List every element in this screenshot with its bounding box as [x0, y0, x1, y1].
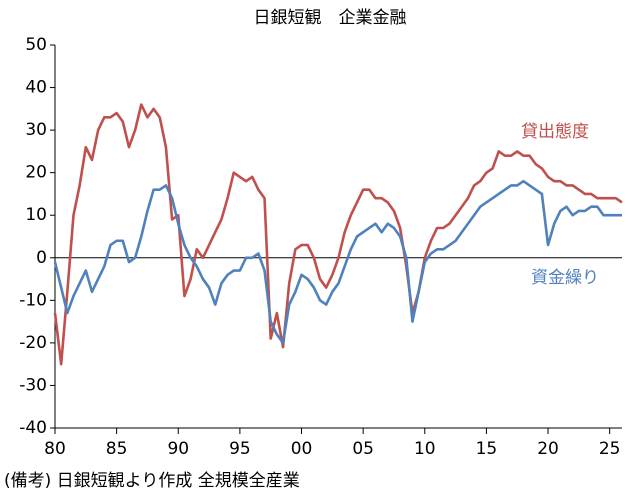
- x-tick-label: 10: [414, 439, 436, 459]
- y-tick-label: -20: [19, 333, 47, 353]
- y-tick-label: -10: [19, 290, 47, 310]
- y-tick-label: 0: [36, 248, 47, 268]
- y-tick-label: -40: [19, 418, 47, 438]
- y-tick-label: 40: [25, 78, 47, 98]
- x-tick-label: 80: [44, 439, 66, 459]
- x-tick-label: 20: [537, 439, 559, 459]
- chart-title: 日銀短観 企業金融: [254, 8, 407, 28]
- y-tick-label: 50: [25, 35, 47, 55]
- series-line: [53, 179, 622, 345]
- note: (備考) 日銀短観より作成 全規模全産業: [4, 471, 300, 491]
- y-tick-label: 10: [25, 205, 47, 225]
- x-tick-label: 00: [291, 439, 313, 459]
- series-line: [53, 103, 623, 366]
- x-tick-label: 85: [106, 439, 128, 459]
- x-tick-label: 15: [476, 439, 498, 459]
- y-tick-label: 30: [25, 120, 47, 140]
- series-label: 資金繰り: [531, 268, 599, 288]
- series-label: 貸出態度: [521, 122, 589, 142]
- y-tick-label: 20: [25, 163, 47, 183]
- x-tick-label: 95: [229, 439, 251, 459]
- x-tick-label: 05: [352, 439, 374, 459]
- x-tick-label: 90: [167, 439, 189, 459]
- x-tick-label: 25: [599, 439, 621, 459]
- y-tick-label: -30: [19, 375, 47, 395]
